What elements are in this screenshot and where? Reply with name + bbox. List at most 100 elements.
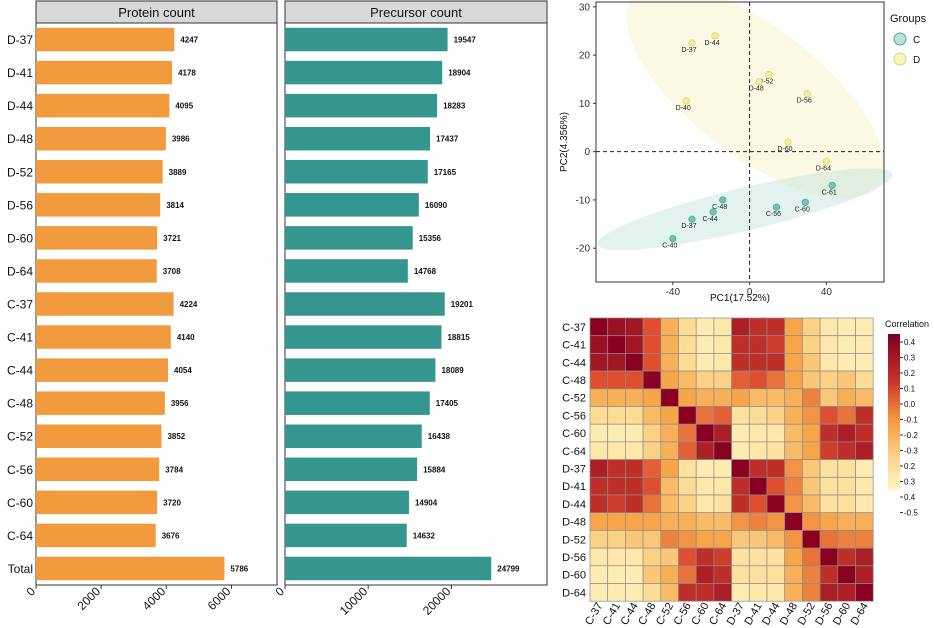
pca-point [711,32,719,40]
heatmap-cell [855,388,874,407]
precursor-value-label: 19547 [454,36,477,45]
heatmap-cell [837,547,856,567]
pca-point [828,181,836,190]
protein-bar [36,259,157,283]
heatmap-cell [748,353,768,372]
precursor-value-label: 17437 [436,135,459,144]
precursor-bar [285,523,407,548]
heatmap-cell [589,335,609,354]
heatmap-col-label: C-60 [689,601,711,628]
heatmap-cell [678,441,697,460]
heatmap-cell [802,423,821,443]
precursor-value-label: 15356 [419,234,442,243]
heatmap-cell [642,388,662,407]
heatmap-cell [589,547,609,567]
heatmap-cell [855,459,874,478]
heatmap-cell [713,423,732,443]
precursor-bar [285,424,422,448]
heatmap-cell [678,459,697,478]
pca-point-label: C-56 [766,211,781,218]
heatmap-cell [784,476,803,496]
heatmap-cell [625,317,644,337]
heatmap-cell [819,388,839,407]
heatmap-col-label: D-44 [760,601,782,628]
protein-value-label: 3889 [169,168,187,177]
heatmap-cell [819,547,839,567]
pca-legend-swatch-d [893,52,907,66]
heatmap-cell [802,512,821,531]
heatmap-cell [660,317,679,337]
heatmap-cell [625,565,644,584]
pca-y-tick-label: 30 [579,2,591,13]
heatmap-cell [678,512,697,531]
heatmap-cell [748,547,768,567]
pca-point-label: C-40 [662,243,677,250]
heatmap-col-label: C-52 [654,601,676,628]
pca-y-tick-label: -10 [576,195,591,206]
precursor-bar [285,193,419,217]
precursor-value-label: 14632 [413,531,436,540]
heatmap-cell [748,441,768,460]
pca-point [803,90,811,98]
precursor-bar [285,391,430,415]
heatmap-cell [802,476,821,496]
heatmap-cell [660,406,679,425]
heatmap-cell [678,476,697,496]
heatmap-cell [625,388,644,407]
heatmap-cell [748,388,768,407]
heatmap-cell [766,335,786,354]
heatmap-cell [678,530,697,549]
pca-point [682,97,690,105]
heatmap-cell [819,335,839,354]
pca-point-label: D-37 [681,223,696,230]
heatmap-cell [819,441,839,460]
pca-x-tick-label: 40 [821,287,833,298]
heatmap-cell [731,406,750,425]
heatmap-row-label: D-64 [562,587,586,599]
heatmap-cell [784,547,803,567]
heatmap-cell [607,406,626,425]
heatmap-cell [589,565,609,584]
heatmap-cell [855,530,874,549]
heatmap-cell [855,565,874,584]
heatmap-cell [766,406,786,425]
heatmap-cell [819,353,839,372]
heatmap-cell [660,494,679,514]
heatmap-cell [748,335,768,354]
heatmap-cell [642,317,662,337]
pca-ylabel: PC2(4.356%) [559,112,570,172]
heatmap-cell [695,565,715,584]
protein-x-tick-label: 4000 [140,584,169,613]
heatmap-cell [625,441,644,460]
category-label: D-44 [7,99,33,113]
heatmap-cell [607,459,626,478]
pca-point [801,198,809,206]
heatmap-col-label: D-60 [831,601,853,628]
heatmap-cell [766,353,786,372]
heatmap-cell [695,335,715,354]
heatmap-cell [766,512,786,531]
category-label: C-37 [7,298,33,312]
heatmap-cell [731,353,750,372]
heatmap-cell [625,512,644,531]
heatmap-cell [713,476,732,496]
heatmap-cell [802,459,821,478]
pca-frame [595,1,885,283]
heatmap-cell [695,423,715,443]
heatmap-cell [819,512,839,531]
heatmap-cell [819,530,839,549]
pca-legend-label-d: D [913,55,920,66]
precursor-bar [285,226,413,250]
precursor-value-label: 16438 [428,432,451,441]
heatmap-cell [678,317,697,337]
heatmap-col-label: C-48 [636,601,658,628]
pca-point-label: D-60 [777,146,792,153]
heatmap-row-label: C-64 [562,446,586,458]
protein-value-label: 3721 [163,234,181,243]
heatmap-cell [625,406,644,425]
heatmap-cell [695,441,715,460]
heatmap-cell [766,547,786,567]
heatmap-cell [837,565,856,584]
precursor-bar [285,60,443,85]
heatmap-cell [695,476,715,496]
